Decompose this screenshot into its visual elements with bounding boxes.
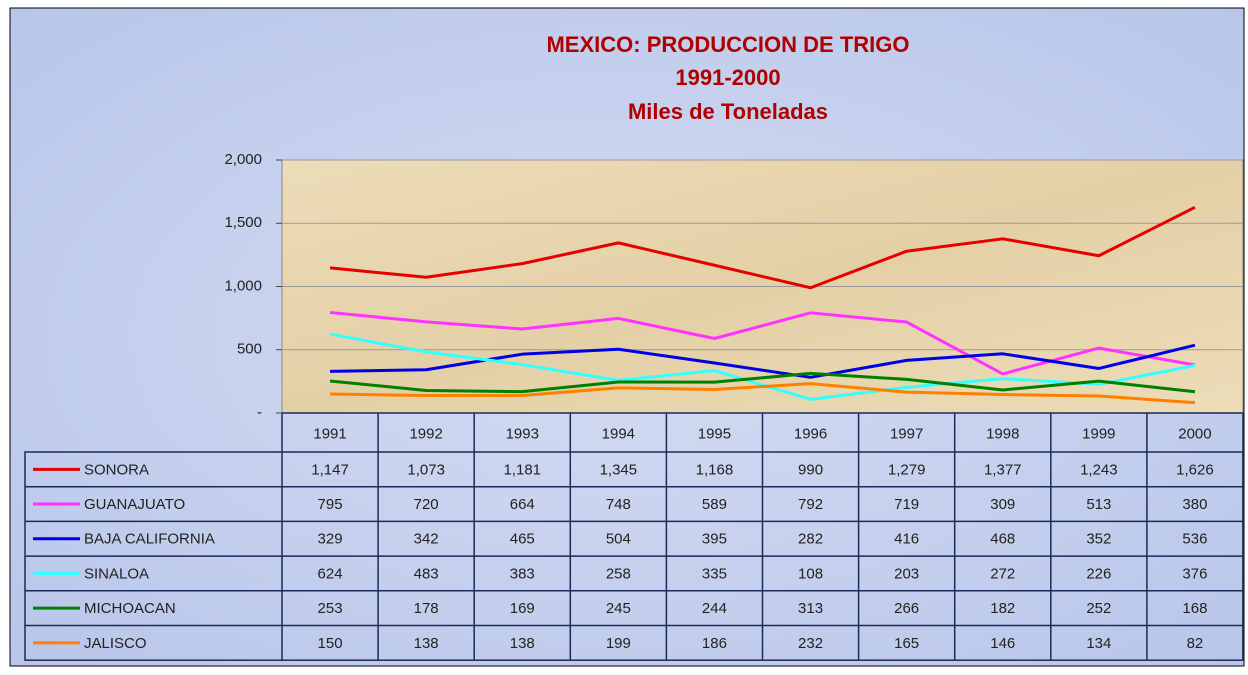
legend-label: SONORA — [84, 461, 149, 478]
table-cell: 1,181 — [503, 461, 541, 478]
table-cell: 150 — [318, 635, 343, 652]
table-cell: 376 — [1182, 565, 1207, 582]
series-line — [330, 382, 1196, 405]
table-cell: 720 — [414, 496, 439, 513]
table-cell: 1,147 — [311, 461, 349, 478]
table-cell: 342 — [414, 531, 439, 548]
table-cell: 624 — [318, 565, 343, 582]
series-line — [329, 332, 1196, 401]
table-cell: 232 — [798, 635, 823, 652]
table-cell: 178 — [414, 600, 439, 617]
table-cell: 335 — [702, 565, 727, 582]
table-cell: 589 — [702, 496, 727, 513]
y-tick-label: 1,000 — [224, 277, 262, 294]
table-cell: 483 — [414, 565, 439, 582]
table-cell: 266 — [894, 600, 919, 617]
legend-label: SINALOA — [84, 565, 149, 582]
table-cell: 329 — [318, 531, 343, 548]
table-cell: 1,626 — [1176, 461, 1214, 478]
chart-title: MEXICO: PRODUCCION DE TRIGO — [546, 32, 909, 57]
table-cell: 272 — [990, 565, 1015, 582]
series-line — [329, 371, 1196, 394]
x-tick-label: 1992 — [409, 425, 442, 442]
y-tick-label: - — [257, 404, 262, 421]
series-line — [330, 343, 1196, 379]
table-cell: 416 — [894, 531, 919, 548]
units-label: Miles de Toneladas — [628, 99, 828, 124]
legend-label: BAJA CALIFORNIA — [84, 531, 215, 548]
table-cell: 199 — [606, 635, 631, 652]
table-cell: 169 — [510, 600, 535, 617]
table-cell: 352 — [1086, 531, 1111, 548]
table-cell: 380 — [1182, 496, 1207, 513]
x-tick-label: 1999 — [1082, 425, 1115, 442]
table-cell: 134 — [1086, 635, 1111, 652]
table-cell: 1,345 — [600, 461, 638, 478]
table-cell: 990 — [798, 461, 823, 478]
table-cell: 252 — [1086, 600, 1111, 617]
table-cell: 1,073 — [407, 461, 445, 478]
table-cell: 719 — [894, 496, 919, 513]
x-tick-label: 1996 — [794, 425, 827, 442]
table-cell: 282 — [798, 531, 823, 548]
table-cell: 1,243 — [1080, 461, 1118, 478]
table-cell: 664 — [510, 496, 535, 513]
table-cell: 186 — [702, 635, 727, 652]
table-cell: 203 — [894, 565, 919, 582]
x-tick-label: 1994 — [602, 425, 635, 442]
y-tick-label: 500 — [237, 341, 262, 358]
table-cell: 309 — [990, 496, 1015, 513]
table-cell: 1,168 — [696, 461, 734, 478]
table-cell: 258 — [606, 565, 631, 582]
legend-label: MICHOACAN — [84, 600, 176, 617]
legend-label: GUANAJUATO — [84, 496, 185, 513]
table-cell: 253 — [318, 600, 343, 617]
table-cell: 1,279 — [888, 461, 926, 478]
table-cell: 138 — [510, 635, 535, 652]
table-cell: 465 — [510, 531, 535, 548]
table-cell: 146 — [990, 635, 1015, 652]
series-line — [329, 205, 1196, 290]
table-cell: 165 — [894, 635, 919, 652]
table-cell: 168 — [1182, 600, 1207, 617]
legend-label: JALISCO — [84, 635, 147, 652]
table-cell: 313 — [798, 600, 823, 617]
table-cell: 138 — [414, 635, 439, 652]
table-cell: 182 — [990, 600, 1015, 617]
table-cell: 82 — [1187, 635, 1204, 652]
table-cell: 504 — [606, 531, 631, 548]
table-cell: 245 — [606, 600, 631, 617]
table-cell: 383 — [510, 565, 535, 582]
table-cell: 108 — [798, 565, 823, 582]
table-cell: 226 — [1086, 565, 1111, 582]
table-cell: 795 — [318, 496, 343, 513]
x-tick-label: 1991 — [313, 425, 346, 442]
x-tick-label: 1995 — [698, 425, 731, 442]
chart-subtitle: 1991-2000 — [675, 65, 780, 90]
x-tick-label: 1997 — [890, 425, 923, 442]
x-tick-label: 1998 — [986, 425, 1019, 442]
table-cell: 536 — [1182, 531, 1207, 548]
table-cell: 468 — [990, 531, 1015, 548]
y-tick-label: 1,500 — [224, 214, 262, 231]
table-cell: 1,377 — [984, 461, 1022, 478]
y-tick-label: 2,000 — [224, 151, 262, 168]
table-cell: 395 — [702, 531, 727, 548]
table-cell: 513 — [1086, 496, 1111, 513]
table-cell: 748 — [606, 496, 631, 513]
x-tick-label: 1993 — [506, 425, 539, 442]
table-cell: 244 — [702, 600, 727, 617]
x-tick-label: 2000 — [1178, 425, 1211, 442]
table-cell: 792 — [798, 496, 823, 513]
